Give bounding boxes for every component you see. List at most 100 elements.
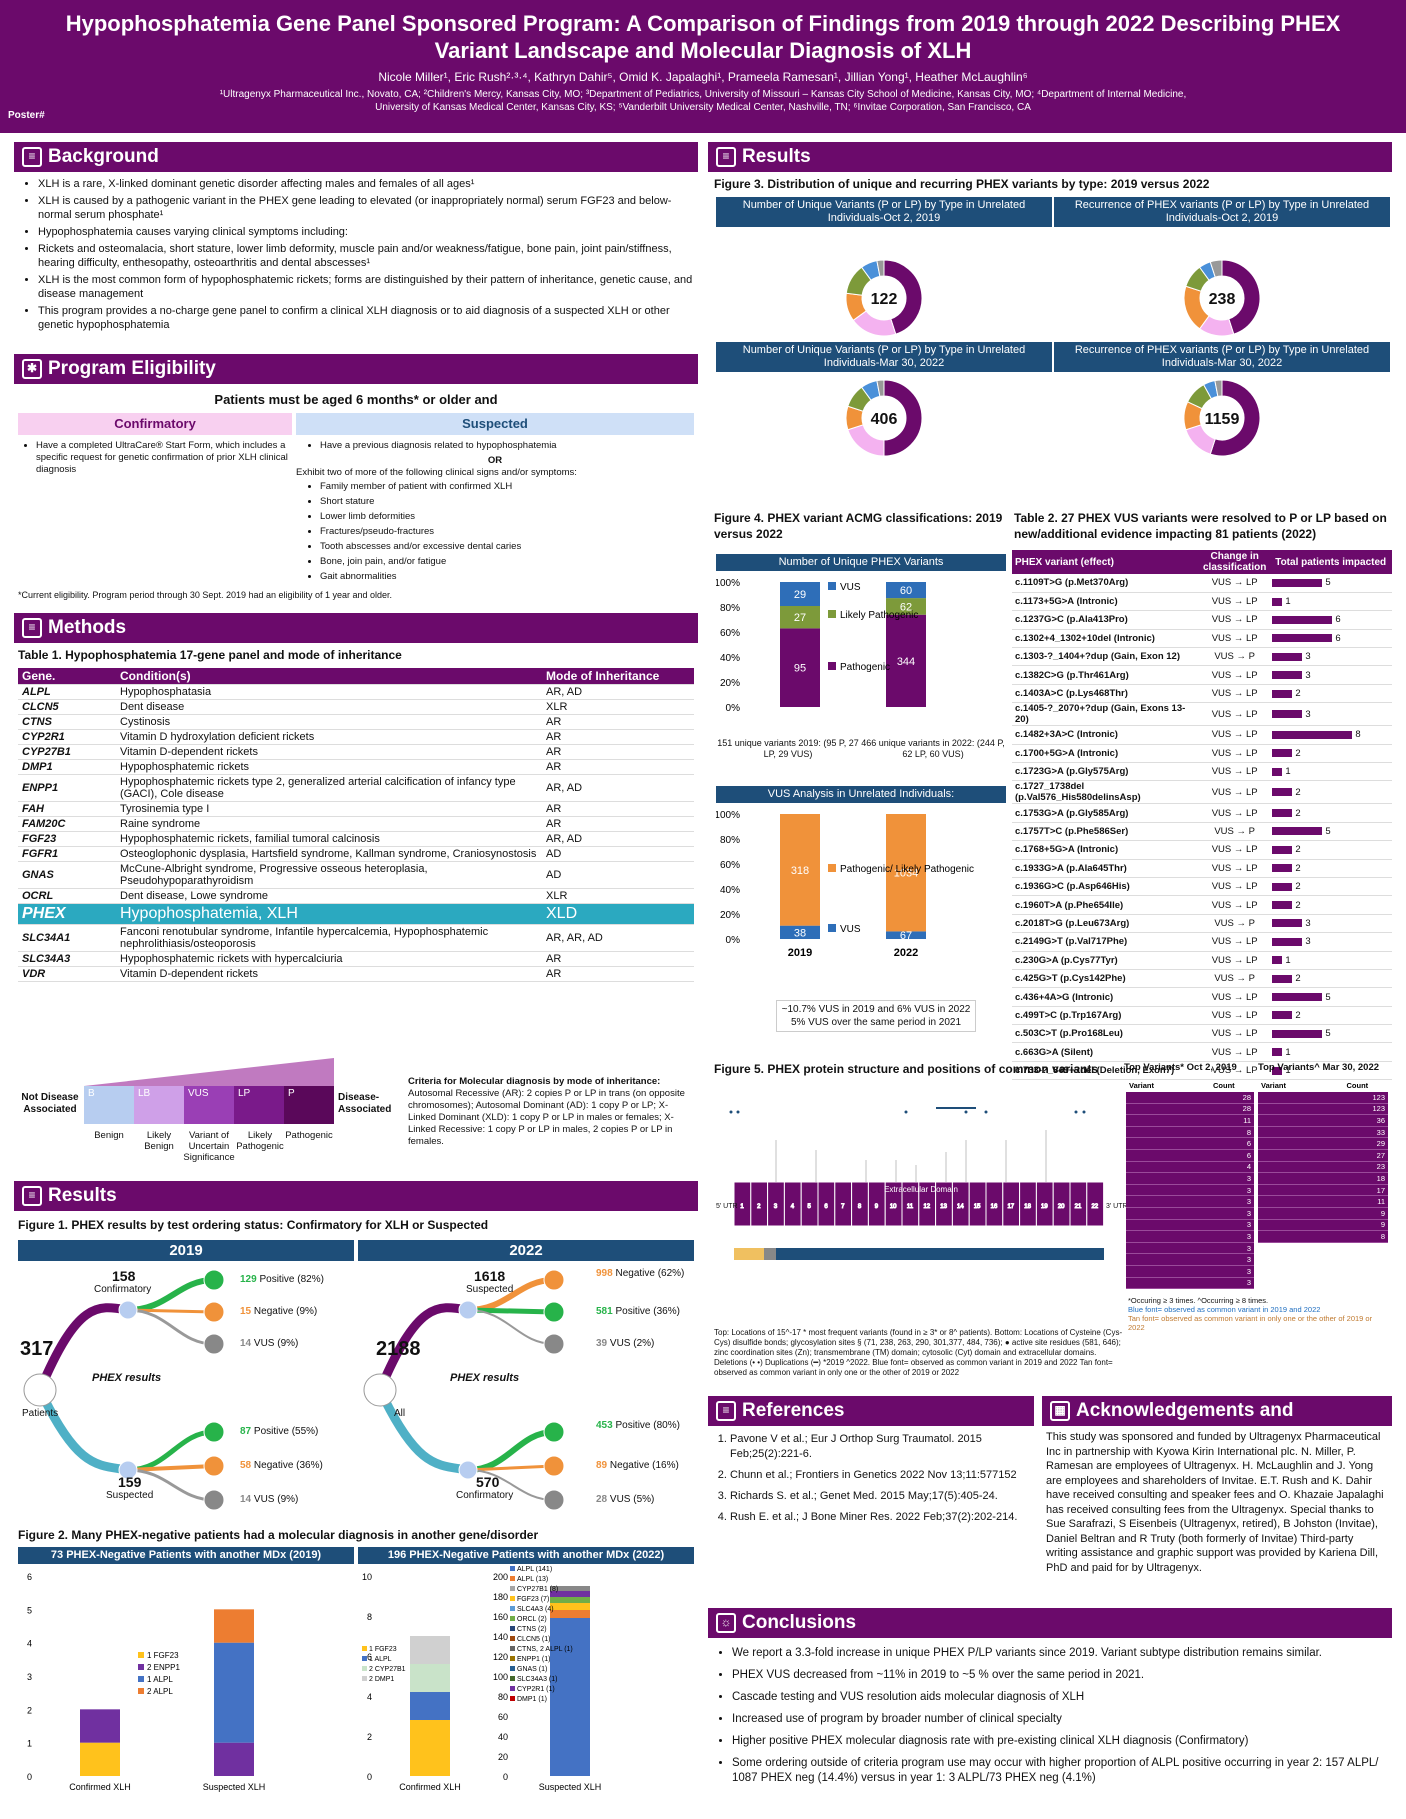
table-row: CLCN5 Dent disease XLR bbox=[18, 699, 694, 715]
table-cell: AR, AD bbox=[542, 831, 694, 847]
data-label: 95 bbox=[794, 663, 806, 675]
impact-cell: 2 bbox=[1269, 840, 1392, 860]
count-cell: 3 bbox=[1193, 1219, 1254, 1232]
count-cell: 3 bbox=[1193, 1265, 1254, 1278]
variant-cell: c.1757T>C (p.Phe586Ser) bbox=[1012, 822, 1200, 842]
tick-label: 60% bbox=[720, 860, 740, 871]
change-cell: VUS → LP bbox=[1200, 1061, 1270, 1081]
table-cell: Cystinosis bbox=[116, 714, 542, 730]
donut-total: 122 bbox=[871, 291, 898, 308]
legend-label: ALPL (13) bbox=[517, 1576, 548, 1583]
tick-label: 6 bbox=[27, 1572, 32, 1582]
bar-segment bbox=[886, 582, 926, 599]
table-row: SLC34A3 Hypophosphatemic rickets with hyp… bbox=[18, 951, 694, 967]
eligibility-age: Patients must be aged 6 months* or older… bbox=[214, 392, 498, 407]
susp-2019: 159 bbox=[118, 1474, 142, 1490]
exon-number: 1 bbox=[740, 1204, 744, 1210]
change-cell: VUS → LP bbox=[1200, 610, 1270, 630]
list-item: Have a completed UltraCare® Start Form, … bbox=[36, 440, 292, 476]
legend-swatch bbox=[510, 1576, 515, 1581]
count-cell: 11 bbox=[1193, 1114, 1254, 1127]
exon-number: 21 bbox=[1075, 1204, 1082, 1210]
table-cell: Hypophosphatemic rickets bbox=[116, 759, 542, 775]
count-cell: 123 bbox=[1326, 1091, 1388, 1104]
table-cell: Hypophosphatemic rickets type 2, general… bbox=[116, 774, 542, 802]
result-row: 89 Negative (16%) bbox=[596, 1460, 679, 1471]
exon-number: 9 bbox=[875, 1204, 879, 1210]
list-item: PHEX VUS decreased from ~11% in 2019 to … bbox=[732, 1668, 1392, 1683]
count-cell: 3 bbox=[1193, 1207, 1254, 1220]
donut-slice bbox=[1185, 424, 1216, 455]
table-row: DMP1 Hypophosphatemic rickets AR bbox=[18, 759, 694, 775]
tick-label: 140 bbox=[493, 1632, 508, 1642]
table-row: c.1933G>A (p.Ala645Thr) VUS → LP 2 bbox=[1012, 859, 1392, 878]
table-cell: AR bbox=[542, 816, 694, 832]
fig5-caption: Figure 5. PHEX protein structure and pos… bbox=[714, 1062, 1099, 1076]
bar-segment bbox=[80, 1742, 120, 1776]
table-cell: AR bbox=[542, 714, 694, 730]
change-cell: VUS → LP bbox=[1200, 877, 1270, 897]
table-row: 3 bbox=[1126, 1253, 1254, 1266]
table-row: GNAS McCune-Albright syndrome, Progressiv… bbox=[18, 861, 694, 889]
donut-title: Number of Unique Variants (P or LP) by T… bbox=[716, 197, 1052, 227]
variant-cell: c.733-?_849+?del (Deletion, Exon7) bbox=[1012, 1061, 1200, 1081]
data-label: 38 bbox=[794, 927, 806, 939]
table-cell: FGF23 bbox=[18, 831, 116, 847]
table-row: c.1173+5G>A (Intronic) VUS → LP 1 bbox=[1012, 592, 1392, 612]
table-row: 3 bbox=[1126, 1195, 1254, 1209]
building-icon: ▦ bbox=[1050, 1401, 1070, 1421]
count-cell: 8 bbox=[1193, 1126, 1254, 1139]
impact-bar bbox=[1272, 749, 1293, 758]
impact-cell: 1 bbox=[1269, 762, 1392, 782]
impact-value: 6 bbox=[1335, 614, 1341, 626]
bar-segment bbox=[550, 1603, 590, 1610]
donut-slice bbox=[883, 259, 923, 335]
table-row: 6 bbox=[1126, 1149, 1254, 1162]
table-row: c.425G>T (p.Cys142Phe) VUS → P 2 bbox=[1012, 969, 1392, 989]
list-item: Gait abnormalities bbox=[320, 571, 694, 583]
table-row: ALPL Hypophosphatasia AR, AD bbox=[18, 684, 694, 700]
table-row: 27 bbox=[1258, 1149, 1388, 1162]
bar-segment bbox=[550, 1586, 590, 1591]
bar-segment bbox=[780, 606, 820, 629]
fig2b-title: 196 PHEX-Negative Patients with another … bbox=[358, 1547, 694, 1564]
bar-segment bbox=[550, 1610, 590, 1618]
impact-value: 2 bbox=[1295, 844, 1301, 856]
table-cell: Dent disease, Lowe syndrome bbox=[116, 888, 542, 904]
impact-cell: 3 bbox=[1269, 932, 1392, 952]
list-item: Short stature bbox=[320, 496, 694, 508]
year-2019-label: 2019 bbox=[18, 1240, 354, 1261]
list-item: XLH is caused by a pathogenic variant in… bbox=[38, 194, 698, 222]
exon-number: 6 bbox=[824, 1204, 828, 1210]
table-cell: AD bbox=[542, 846, 694, 862]
references-header: ≡ References bbox=[708, 1396, 1034, 1426]
list-item: Rush E. et al.; J Bone Miner Res. 2022 F… bbox=[730, 1510, 1030, 1525]
donut-title: Number of Unique Variants (P or LP) by T… bbox=[716, 342, 1052, 372]
count-cell: 18 bbox=[1326, 1172, 1388, 1185]
tick-label: 1 bbox=[27, 1739, 32, 1749]
exon-number: 16 bbox=[991, 1204, 998, 1210]
table-cell: AD bbox=[542, 861, 694, 889]
legend-swatch bbox=[138, 1664, 144, 1670]
donut-slice bbox=[1221, 259, 1261, 335]
legend-swatch bbox=[138, 1676, 144, 1682]
bar-segment bbox=[410, 1664, 450, 1692]
tick-label: 2 bbox=[27, 1705, 32, 1715]
impact-cell: 6 bbox=[1269, 610, 1392, 630]
legend-label: Pathogenic bbox=[840, 662, 890, 673]
fig2a-chart: 0 1 2 3 4 5 6 Confirmed XLH Suspected XLH 1 FGF23… bbox=[27, 1572, 265, 1792]
table-cell: SLC34A3 bbox=[18, 951, 116, 967]
fig4b-chart: 100% 80% 60% 40% 20% 0% 38 318 2019 67 1034 2022 Pat… bbox=[716, 810, 974, 959]
data-label: 1034 bbox=[894, 868, 918, 880]
variant-cell: c.1753G>A (p.Gly585Arg) bbox=[1012, 803, 1200, 823]
variant-cell: c.1700+5G>A (Intronic) bbox=[1012, 744, 1200, 764]
legend-label: ALPL (141) bbox=[517, 1566, 552, 1573]
document-icon: ≡ bbox=[716, 147, 736, 167]
phex-results-2019: PHEX results bbox=[92, 1372, 162, 1384]
tick-label: 10 bbox=[362, 1572, 372, 1582]
confirmatory-label: Confirmatory bbox=[18, 413, 292, 435]
table-row: 11 bbox=[1258, 1195, 1388, 1209]
table-cell: AR, AR, AD bbox=[542, 924, 694, 952]
table-row: VDR Vitamin D-dependent rickets AR bbox=[18, 966, 694, 982]
table-cell: AR bbox=[542, 744, 694, 760]
